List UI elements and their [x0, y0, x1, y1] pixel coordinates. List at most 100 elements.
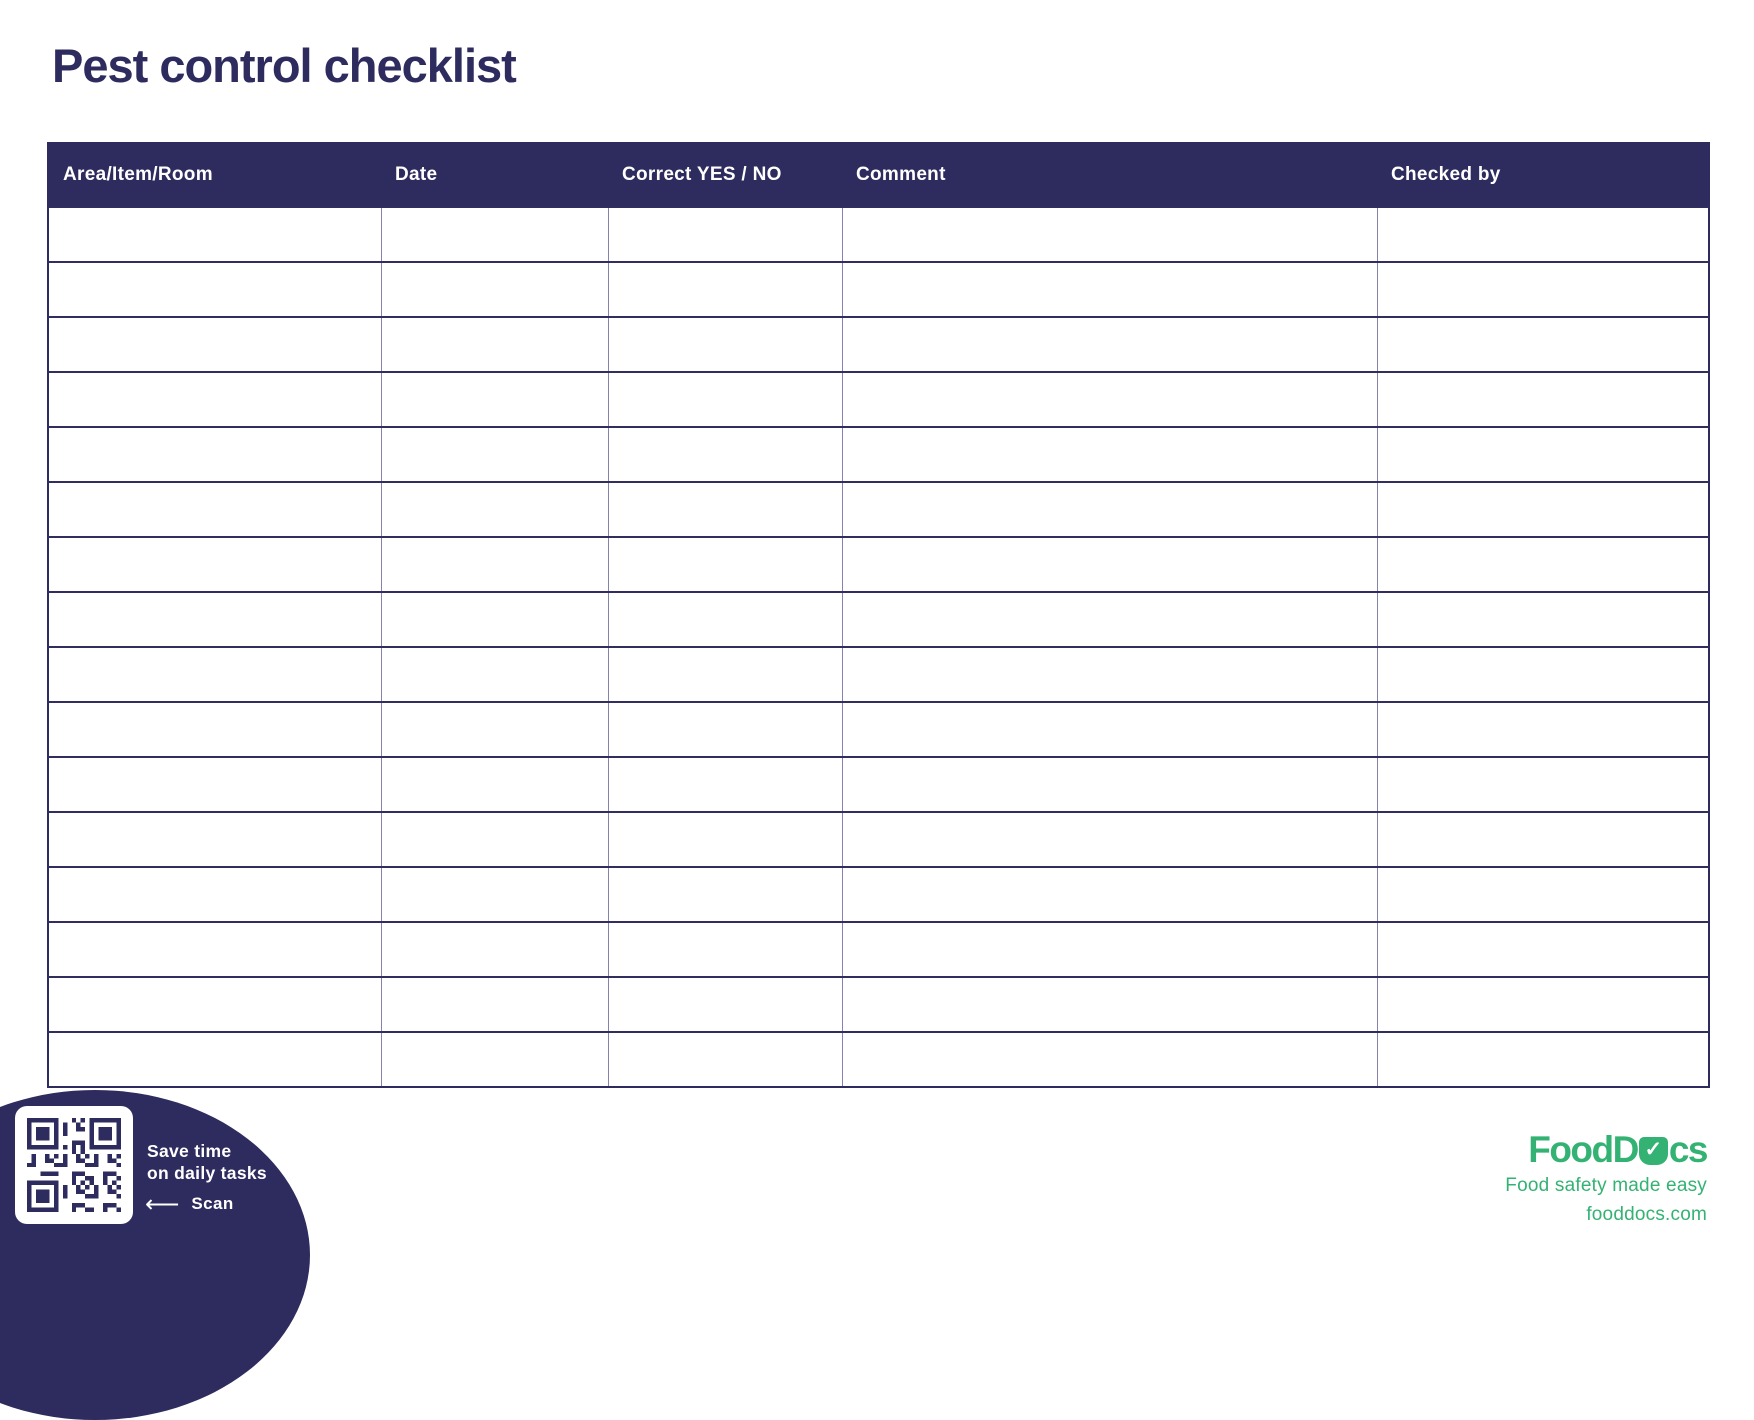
- table-cell-correct-yes-no[interactable]: [607, 646, 843, 703]
- table-cell-checked-by[interactable]: [1376, 1031, 1710, 1088]
- table-cell-date[interactable]: [380, 371, 609, 428]
- table-cell-area-item-room[interactable]: [47, 481, 382, 538]
- table-cell-checked-by[interactable]: [1376, 701, 1710, 758]
- table-cell-date[interactable]: [380, 811, 609, 868]
- table-cell-correct-yes-no[interactable]: [607, 866, 843, 923]
- table-cell-date[interactable]: [380, 646, 609, 703]
- table-cell-checked-by[interactable]: [1376, 426, 1710, 483]
- table-cell-date[interactable]: [380, 921, 609, 978]
- brand-website-link[interactable]: fooddocs.com: [1586, 1204, 1707, 1225]
- table-cell-checked-by[interactable]: [1376, 536, 1710, 593]
- table-cell-checked-by[interactable]: [1376, 866, 1710, 923]
- table-cell-comment[interactable]: [841, 1031, 1378, 1088]
- left-arrow-icon: ⟵: [145, 1190, 180, 1218]
- table-cell-date[interactable]: [380, 866, 609, 923]
- table-cell-comment[interactable]: [841, 371, 1378, 428]
- table-cell-checked-by[interactable]: [1376, 316, 1710, 373]
- table-cell-area-item-room[interactable]: [47, 591, 382, 648]
- column-header-correct-yes-no: Correct YES / NO: [608, 143, 842, 207]
- table-cell-date[interactable]: [380, 976, 609, 1033]
- table-cell-comment[interactable]: [841, 866, 1378, 923]
- table-cell-correct-yes-no[interactable]: [607, 206, 843, 263]
- qr-code: [15, 1106, 133, 1224]
- brand-logo-text-right: cs: [1668, 1129, 1709, 1170]
- table-cell-checked-by[interactable]: [1376, 756, 1710, 813]
- table-cell-date[interactable]: [380, 316, 609, 373]
- qr-code-pattern: [27, 1118, 121, 1212]
- table-cell-date[interactable]: [380, 481, 609, 538]
- table-cell-correct-yes-no[interactable]: [607, 811, 843, 868]
- table-cell-area-item-room[interactable]: [47, 646, 382, 703]
- table-cell-checked-by[interactable]: [1376, 921, 1710, 978]
- column-header-area-item-room: Area/Item/Room: [48, 143, 381, 207]
- table-cell-correct-yes-no[interactable]: [607, 371, 843, 428]
- table-cell-comment[interactable]: [841, 701, 1378, 758]
- table-row: [47, 316, 1710, 373]
- table-cell-date[interactable]: [380, 701, 609, 758]
- table-cell-comment[interactable]: [841, 921, 1378, 978]
- table-cell-correct-yes-no[interactable]: [607, 701, 843, 758]
- table-cell-correct-yes-no[interactable]: [607, 316, 843, 373]
- table-cell-date[interactable]: [380, 591, 609, 648]
- table-cell-comment[interactable]: [841, 536, 1378, 593]
- table-cell-correct-yes-no[interactable]: [607, 426, 843, 483]
- table-cell-area-item-room[interactable]: [47, 371, 382, 428]
- table-cell-checked-by[interactable]: [1376, 591, 1710, 648]
- table-row: [47, 1031, 1710, 1088]
- table-cell-date[interactable]: [380, 206, 609, 263]
- table-cell-date[interactable]: [380, 536, 609, 593]
- table-cell-area-item-room[interactable]: [47, 756, 382, 813]
- table-cell-area-item-room[interactable]: [47, 1031, 382, 1088]
- table-cell-area-item-room[interactable]: [47, 261, 382, 318]
- table-cell-correct-yes-no[interactable]: [607, 756, 843, 813]
- page-title: Pest control checklist: [52, 39, 517, 92]
- table-cell-comment[interactable]: [841, 811, 1378, 868]
- table-cell-comment[interactable]: [841, 646, 1378, 703]
- table-cell-correct-yes-no[interactable]: [607, 591, 843, 648]
- table-cell-area-item-room[interactable]: [47, 811, 382, 868]
- table-cell-checked-by[interactable]: [1376, 811, 1710, 868]
- table-cell-correct-yes-no[interactable]: [607, 261, 843, 318]
- table-cell-correct-yes-no[interactable]: [607, 921, 843, 978]
- table-cell-comment[interactable]: [841, 756, 1378, 813]
- table-cell-correct-yes-no[interactable]: [607, 536, 843, 593]
- table-cell-comment[interactable]: [841, 591, 1378, 648]
- table-cell-area-item-room[interactable]: [47, 701, 382, 758]
- table-cell-checked-by[interactable]: [1376, 976, 1710, 1033]
- table-row: [47, 976, 1710, 1033]
- promo-line2: on daily tasks: [147, 1163, 267, 1183]
- table-cell-area-item-room[interactable]: [47, 921, 382, 978]
- column-header-comment: Comment: [842, 143, 1377, 207]
- table-cell-checked-by[interactable]: [1376, 371, 1710, 428]
- column-header-checked-by: Checked by: [1377, 143, 1709, 207]
- table-cell-date[interactable]: [380, 261, 609, 318]
- table-cell-date[interactable]: [380, 1031, 609, 1088]
- table-row: [47, 206, 1710, 263]
- table-cell-correct-yes-no[interactable]: [607, 1031, 843, 1088]
- brand-check-icon: ✓: [1638, 1137, 1668, 1165]
- table-cell-date[interactable]: [380, 756, 609, 813]
- table-cell-area-item-room[interactable]: [47, 536, 382, 593]
- table-cell-area-item-room[interactable]: [47, 976, 382, 1033]
- table-cell-comment[interactable]: [841, 261, 1378, 318]
- table-cell-checked-by[interactable]: [1376, 646, 1710, 703]
- table-cell-checked-by[interactable]: [1376, 206, 1710, 263]
- table-cell-comment[interactable]: [841, 316, 1378, 373]
- table-cell-date[interactable]: [380, 426, 609, 483]
- table-cell-comment[interactable]: [841, 206, 1378, 263]
- table-cell-comment[interactable]: [841, 481, 1378, 538]
- table-cell-checked-by[interactable]: [1376, 481, 1710, 538]
- brand-logo: FoodD ✓ cs: [1505, 1129, 1709, 1170]
- table-row: [47, 756, 1710, 813]
- table-cell-correct-yes-no[interactable]: [607, 481, 843, 538]
- table-cell-area-item-room[interactable]: [47, 866, 382, 923]
- table-cell-checked-by[interactable]: [1376, 261, 1710, 318]
- table-cell-comment[interactable]: [841, 426, 1378, 483]
- table-cell-area-item-room[interactable]: [47, 426, 382, 483]
- table-cell-area-item-room[interactable]: [47, 206, 382, 263]
- table-cell-correct-yes-no[interactable]: [607, 976, 843, 1033]
- table-cell-comment[interactable]: [841, 976, 1378, 1033]
- promo-scan: ⟵ Scan: [145, 1192, 234, 1216]
- table-cell-area-item-room[interactable]: [47, 316, 382, 373]
- table-row: [47, 701, 1710, 758]
